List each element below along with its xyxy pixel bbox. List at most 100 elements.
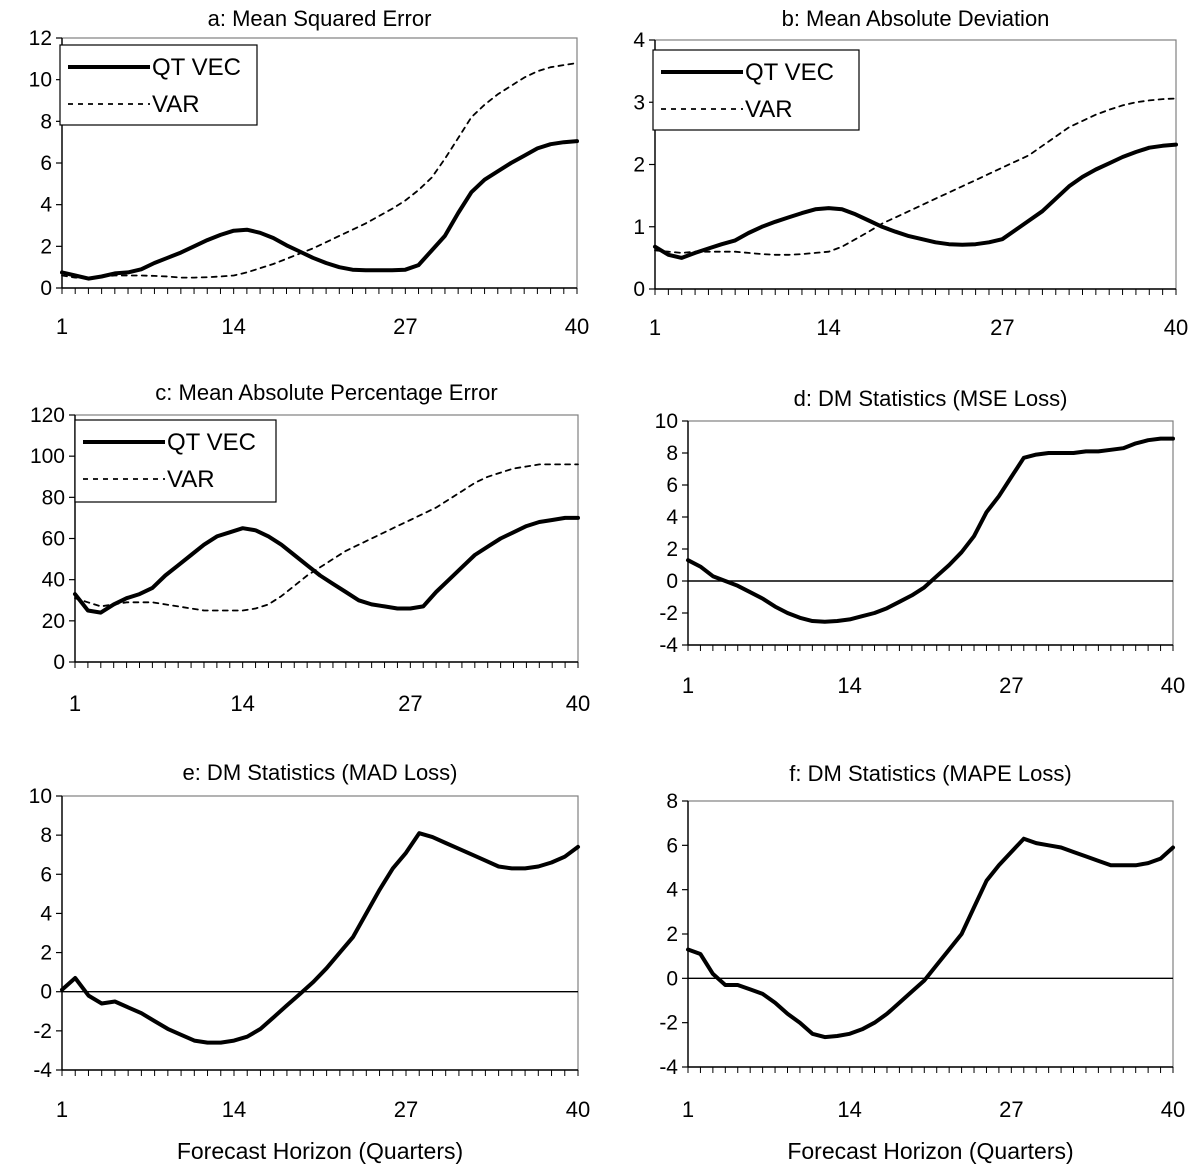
- x-tick-label: 1: [56, 1097, 68, 1122]
- y-tick-label: 80: [42, 486, 65, 509]
- x-tick-label: 1: [649, 315, 661, 340]
- y-tick-label: 4: [633, 29, 645, 52]
- x-tick-label: 40: [1164, 315, 1188, 340]
- x-tick-label: 1: [56, 314, 68, 339]
- legend-label: VAR: [167, 466, 215, 493]
- y-tick-label: 10: [29, 69, 52, 92]
- series-line-var: [654, 97, 1177, 256]
- chart-title: a: Mean Squared Error: [208, 6, 432, 31]
- legend-label: VAR: [745, 96, 793, 123]
- y-tick-label: 0: [666, 967, 678, 990]
- chart-title: b: Mean Absolute Deviation: [782, 6, 1050, 31]
- y-tick-label: 2: [666, 923, 678, 946]
- y-tick-label: 8: [666, 790, 678, 813]
- x-tick-label: 14: [816, 315, 840, 340]
- y-tick-label: -4: [659, 634, 678, 657]
- y-tick-label: 100: [30, 445, 65, 468]
- x-tick-label: 27: [999, 673, 1023, 698]
- x-tick-label: 1: [682, 1097, 694, 1122]
- plot-frame: [61, 795, 579, 1071]
- y-tick-label: 0: [666, 570, 678, 593]
- y-tick-label: 1: [633, 216, 645, 239]
- series-line-var: [74, 463, 579, 612]
- x-tick-label: 14: [837, 673, 861, 698]
- y-tick-label: 4: [666, 879, 678, 902]
- y-tick-label: 0: [53, 651, 65, 674]
- chart-panel-3: c: Mean Absolute Percentage Error 0 20 40 60…: [30, 380, 590, 716]
- x-tick-label: 40: [566, 1097, 590, 1122]
- x-tick-label: 1: [69, 691, 81, 716]
- x-axis-label: Forecast Horizon (Quarters): [787, 1138, 1073, 1164]
- y-tick-label: -2: [659, 602, 678, 625]
- y-tick-label: 4: [666, 506, 678, 529]
- y-tick-label: 2: [40, 235, 52, 258]
- x-tick-label: 27: [990, 315, 1014, 340]
- legend-label: QT VEC: [167, 429, 256, 456]
- legend: QT VEC VAR: [59, 44, 258, 126]
- chart-title: f: DM Statistics (MAPE Loss): [789, 761, 1071, 786]
- chart-title: d: DM Statistics (MSE Loss): [794, 386, 1068, 411]
- legend-box: [59, 44, 258, 126]
- y-tick-label: 12: [29, 27, 52, 50]
- y-tick-label: 2: [666, 538, 678, 561]
- chart-panel-4: d: DM Statistics (MSE Loss) -4 -2 0 2 4 6 8 10 1 1…: [655, 386, 1186, 698]
- y-tick-label: 120: [30, 404, 65, 427]
- y-tick-label: 0: [40, 981, 52, 1004]
- y-tick-label: 0: [633, 278, 645, 301]
- legend-label: VAR: [152, 91, 200, 118]
- series-line-1: [60, 831, 580, 1045]
- y-tick-label: -2: [659, 1012, 678, 1035]
- y-tick-label: 8: [666, 442, 678, 465]
- x-axis-label: Forecast Horizon (Quarters): [177, 1138, 463, 1164]
- legend-box: [652, 49, 860, 131]
- legend: QT VEC VAR: [74, 419, 277, 503]
- y-tick-label: 40: [42, 569, 65, 592]
- series-line-1: [686, 836, 1175, 1040]
- series-line-qt-vec: [73, 515, 580, 615]
- plot-frame: [687, 420, 1174, 646]
- x-tick-label: 27: [394, 1097, 418, 1122]
- x-tick-label: 40: [1161, 673, 1185, 698]
- chart-panel-5: e: DM Statistics (MAD Loss) -4 -2 0 2 4 6 8 10 1 1…: [29, 760, 591, 1164]
- series-line-var: [61, 62, 578, 279]
- series-line-1: [686, 436, 1175, 624]
- legend-box: [74, 419, 277, 503]
- chart-panel-1: a: Mean Squared Error 0 2 4 6 8 10 12 1 14 27 40 QT …: [29, 6, 590, 339]
- y-tick-label: 10: [655, 410, 678, 433]
- y-tick-label: 6: [666, 834, 678, 857]
- y-tick-label: 8: [40, 110, 52, 133]
- legend-label: QT VEC: [152, 54, 241, 81]
- y-tick-label: -2: [33, 1020, 52, 1043]
- x-tick-label: 14: [837, 1097, 861, 1122]
- y-tick-label: 3: [633, 91, 645, 114]
- series-line-qt-vec: [60, 139, 579, 281]
- legend: QT VEC VAR: [652, 49, 860, 131]
- y-tick-label: 8: [40, 824, 52, 847]
- chart-title: e: DM Statistics (MAD Loss): [182, 760, 457, 785]
- y-tick-label: 2: [633, 154, 645, 177]
- plot-frame: [687, 800, 1174, 1068]
- x-tick-label: 40: [1161, 1097, 1185, 1122]
- y-tick-label: 4: [40, 194, 52, 217]
- x-tick-label: 14: [222, 1097, 246, 1122]
- y-tick-label: 4: [40, 902, 52, 925]
- x-tick-label: 27: [398, 691, 422, 716]
- y-tick-label: 60: [42, 528, 65, 551]
- y-tick-label: 6: [666, 474, 678, 497]
- y-tick-label: -4: [33, 1059, 52, 1082]
- x-tick-label: 40: [566, 691, 590, 716]
- x-tick-label: 14: [230, 691, 254, 716]
- chart-panel-6: f: DM Statistics (MAPE Loss) -4 -2 0 2 4 6 8 1 14…: [659, 761, 1185, 1164]
- y-tick-label: -4: [659, 1056, 678, 1079]
- y-tick-label: 0: [40, 277, 52, 300]
- x-tick-label: 14: [221, 314, 245, 339]
- legend-label: QT VEC: [745, 59, 834, 86]
- series-line-qt-vec: [653, 142, 1178, 260]
- y-tick-label: 6: [40, 863, 52, 886]
- x-tick-label: 1: [682, 673, 694, 698]
- chart-title: c: Mean Absolute Percentage Error: [155, 380, 497, 405]
- x-tick-label: 40: [565, 314, 589, 339]
- y-tick-label: 10: [29, 785, 52, 808]
